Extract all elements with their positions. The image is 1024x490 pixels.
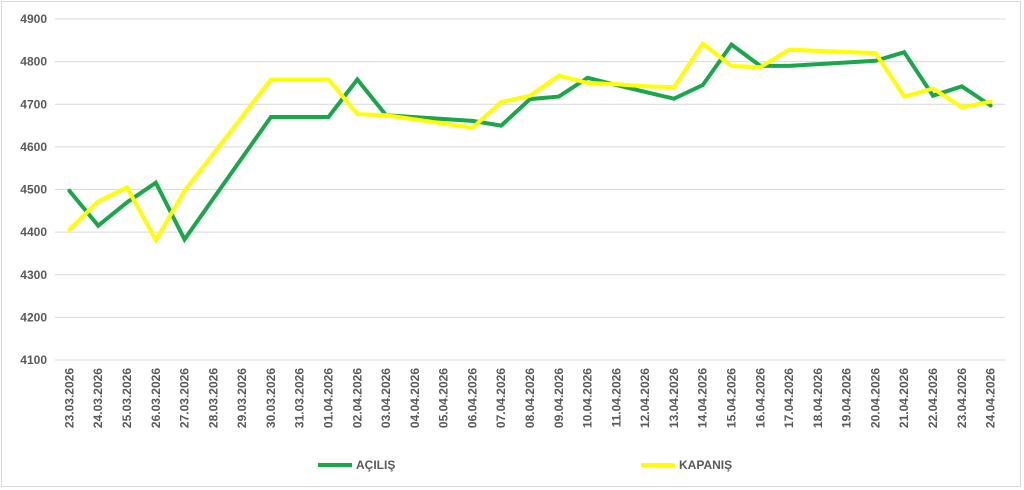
x-tick-label: 12.04.2026 [638,368,652,428]
x-tick-label: 10.04.2026 [581,368,595,428]
x-tick-label: 28.03.2026 [206,368,220,428]
x-tick-label: 20.04.2026 [868,368,882,428]
y-tick-label: 4800 [20,55,47,69]
x-tick-label: 26.03.2026 [149,368,163,428]
x-tick-label: 30.03.2026 [264,368,278,428]
series-lines [67,40,993,245]
y-tick-label: 4100 [20,353,47,367]
x-tick-label: 09.04.2026 [552,368,566,428]
y-tick-label: 4700 [20,97,47,111]
x-tick-label: 18.04.2026 [811,368,825,428]
x-tick-label: 31.03.2026 [293,368,307,428]
x-tick-label: 14.04.2026 [696,368,710,428]
y-tick-label: 4300 [20,268,47,282]
x-tick-label: 02.04.2026 [350,368,364,428]
x-tick-label: 17.04.2026 [782,368,796,428]
series-line-kapanis [67,40,993,245]
x-tick-label: 16.04.2026 [753,368,767,428]
x-tick-label: 04.04.2026 [408,368,422,428]
y-axis: 4100 4200 4300 4400 4500 4600 4700 4800 4900 [20,12,47,367]
x-axis: 23.03.2026 24.03.2026 25.03.2026 26.03.2026… [62,368,997,428]
x-tick-label: 23.04.2026 [955,368,969,428]
x-tick-label: 05.04.2026 [437,368,451,428]
x-tick-label: 11.04.2026 [609,368,623,428]
gridlines [55,18,1005,361]
x-tick-label: 22.04.2026 [926,368,940,428]
x-tick-label: 19.04.2026 [840,368,854,428]
x-tick-label: 27.03.2026 [178,368,192,428]
x-tick-label: 07.04.2026 [494,368,508,428]
y-tick-label: 4400 [20,225,47,239]
x-tick-label: 03.04.2026 [379,368,393,428]
legend-label: KAPANIŞ [679,458,732,472]
y-tick-label: 4900 [20,12,47,26]
x-tick-label: 23.03.2026 [62,368,76,428]
legend-label: AÇILIŞ [356,458,395,472]
x-tick-label: 15.04.2026 [725,368,739,428]
series-line-acilis [67,41,993,244]
y-tick-label: 4500 [20,183,47,197]
x-tick-label: 08.04.2026 [523,368,537,428]
y-tick-label: 4600 [20,140,47,154]
x-tick-label: 24.03.2026 [91,368,105,428]
x-tick-label: 06.04.2026 [465,368,479,428]
x-tick-label: 24.04.2026 [984,368,998,428]
legend: AÇILIŞ KAPANIŞ [318,458,732,472]
x-tick-label: 29.03.2026 [235,368,249,428]
x-tick-label: 21.04.2026 [897,368,911,428]
x-tick-label: 25.03.2026 [120,368,134,428]
x-tick-label: 01.04.2026 [321,368,335,428]
x-tick-label: 13.04.2026 [667,368,681,428]
y-tick-label: 4200 [20,310,47,324]
